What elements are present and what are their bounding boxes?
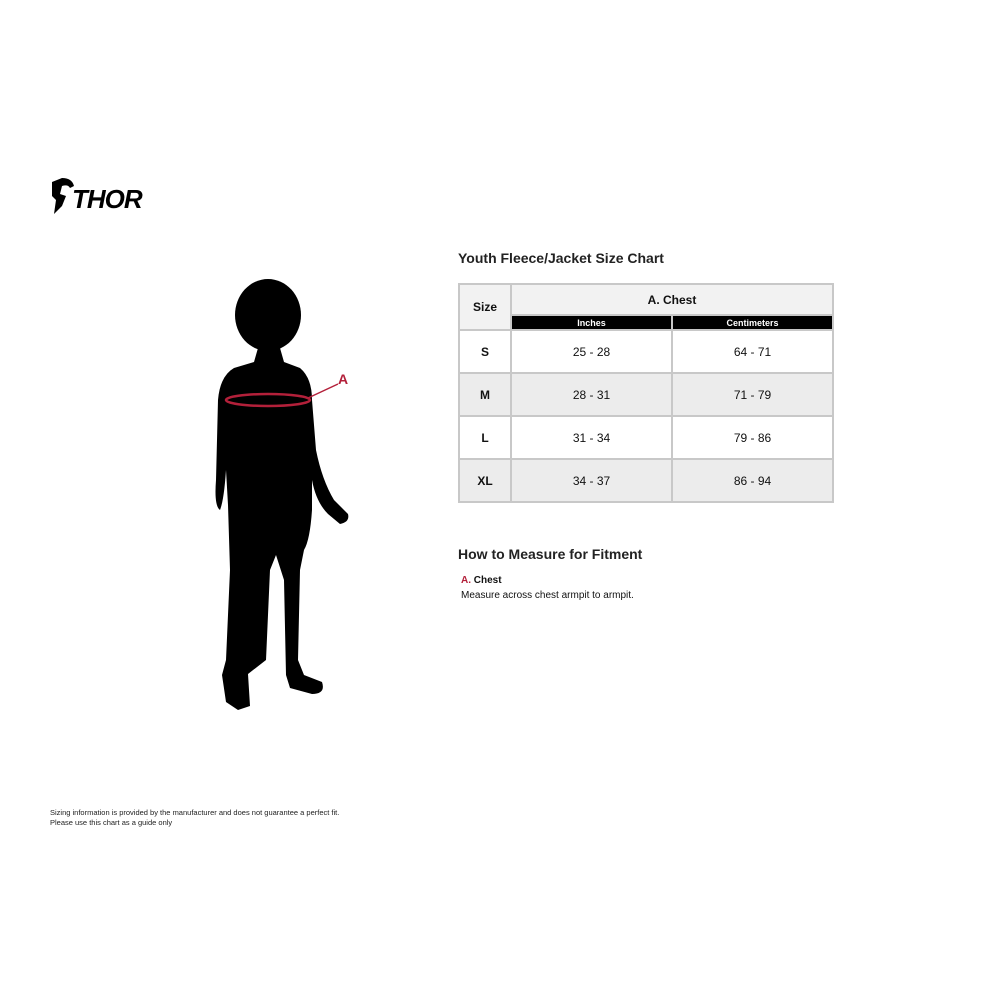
inches-cell: 34 - 37 bbox=[510, 458, 673, 503]
cm-cell: 71 - 79 bbox=[671, 372, 834, 417]
svg-text:THOR: THOR bbox=[72, 184, 143, 214]
size-cell: L bbox=[458, 415, 512, 460]
header-centimeters: Centimeters bbox=[671, 314, 834, 331]
inches-cell: 28 - 31 bbox=[510, 372, 673, 417]
size-cell: M bbox=[458, 372, 512, 417]
marker-label: A bbox=[338, 371, 348, 387]
cm-cell: 64 - 71 bbox=[671, 329, 834, 374]
measure-letter: A. bbox=[461, 575, 471, 586]
inches-cell: 31 - 34 bbox=[510, 415, 673, 460]
disclaimer-line: Please use this chart as a guide only bbox=[50, 818, 173, 827]
howto-title: How to Measure for Fitment bbox=[458, 546, 643, 562]
disclaimer-line: Sizing information is provided by the ma… bbox=[50, 808, 340, 817]
measure-name: Chest bbox=[473, 575, 502, 586]
size-cell: S bbox=[458, 329, 512, 374]
header-inches: Inches bbox=[510, 314, 673, 331]
measure-description: Measure across chest armpit to armpit. bbox=[461, 590, 634, 601]
disclaimer: Sizing information is provided by the ma… bbox=[50, 808, 339, 828]
cm-cell: 86 - 94 bbox=[671, 458, 834, 503]
child-silhouette: A bbox=[215, 279, 349, 710]
header-chest: A. Chest bbox=[510, 282, 834, 317]
table-row: L 31 - 34 79 - 86 bbox=[458, 415, 834, 460]
table-row: XL 34 - 37 86 - 94 bbox=[458, 458, 834, 503]
chest-measure-marker bbox=[224, 392, 312, 408]
table-row: S 25 - 28 64 - 71 bbox=[458, 329, 834, 374]
table-row: M 28 - 31 71 - 79 bbox=[458, 372, 834, 417]
measure-label: A. Chest bbox=[461, 575, 502, 586]
size-cell: XL bbox=[458, 458, 512, 503]
inches-cell: 25 - 28 bbox=[510, 329, 673, 374]
cm-cell: 79 - 86 bbox=[671, 415, 834, 460]
chart-title: Youth Fleece/Jacket Size Chart bbox=[458, 250, 664, 266]
size-chart-table: Size A. Chest Inches Centimeters S 25 - … bbox=[458, 282, 834, 503]
header-size: Size bbox=[458, 283, 512, 331]
thor-logo: THOR bbox=[52, 178, 144, 214]
